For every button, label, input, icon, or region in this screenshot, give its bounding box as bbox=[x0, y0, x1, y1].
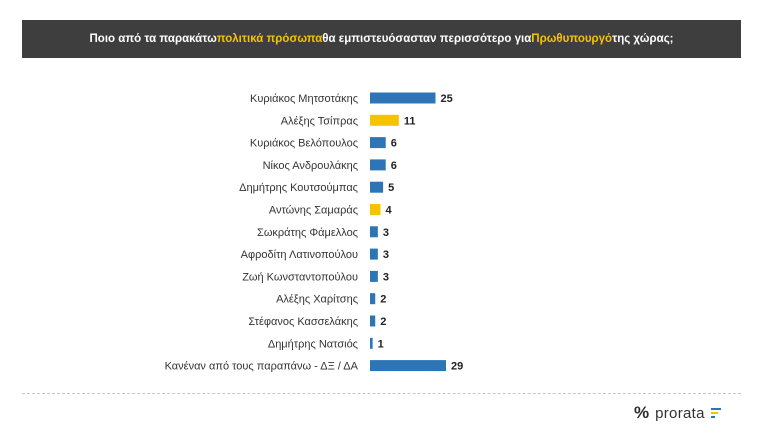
bar bbox=[370, 137, 386, 149]
category-label: Δημήτρης Νατσιός bbox=[268, 338, 358, 350]
category-label: Νίκος Ανδρουλάκης bbox=[263, 160, 358, 172]
percent-logo-icon: % bbox=[634, 403, 650, 422]
title-highlight-politicians: πολιτικά πρόσωπα bbox=[216, 33, 323, 45]
bar bbox=[370, 181, 384, 193]
category-label: Ζωή Κωνσταντοπούλου bbox=[242, 271, 358, 283]
category-label: Αλέξης Τσίπρας bbox=[281, 115, 358, 127]
data-label: 3 bbox=[383, 271, 389, 283]
bar bbox=[370, 248, 378, 260]
bars-logo-icon bbox=[710, 407, 723, 419]
prorata-logo: % prorata bbox=[634, 402, 723, 424]
category-label: Κυριάκος Βελόπουλος bbox=[250, 138, 358, 150]
category-label: Αλέξης Χαρίτσης bbox=[276, 294, 358, 306]
data-label: 6 bbox=[391, 138, 397, 150]
category-label: Κανέναν από τους παραπάνω - ΔΞ / ΔΑ bbox=[165, 361, 359, 373]
data-label: 4 bbox=[385, 205, 392, 217]
data-label: 2 bbox=[380, 316, 386, 328]
bar bbox=[370, 315, 376, 327]
chart-title-bar: Ποιο από τα παρακάτω πολιτικά πρόσωπα θα… bbox=[22, 20, 741, 58]
data-label: 1 bbox=[378, 338, 384, 350]
data-label: 5 bbox=[388, 182, 394, 194]
title-text-2: θα εμπιστευόσασταν περισσότερο για bbox=[322, 33, 532, 45]
bar bbox=[370, 270, 378, 282]
bar bbox=[370, 204, 381, 215]
data-label: 25 bbox=[441, 93, 453, 105]
bar bbox=[370, 114, 399, 126]
category-label: Δημήτρης Κουτσούμπας bbox=[239, 182, 358, 194]
bar bbox=[370, 360, 446, 372]
bar bbox=[370, 226, 378, 238]
bar bbox=[370, 159, 386, 171]
brand-name: prorata bbox=[655, 404, 705, 422]
bar bbox=[370, 92, 436, 104]
title-highlight-pm: Πρωθυπουργό bbox=[531, 33, 613, 45]
category-label: Αντώνης Σαμαράς bbox=[269, 205, 358, 217]
bar bbox=[370, 293, 376, 305]
category-label: Κυριάκος Μητσοτάκης bbox=[250, 93, 358, 105]
data-label: 3 bbox=[383, 249, 389, 261]
category-labels: Κυριάκος Μητσοτάκης Αλέξης Τσίπρας Κυριάκο… bbox=[165, 93, 359, 373]
title-text-1: Ποιο από τα παρακάτω bbox=[89, 33, 217, 45]
data-label: 6 bbox=[391, 160, 397, 172]
data-label: 11 bbox=[404, 115, 416, 127]
data-label: 29 bbox=[451, 361, 463, 373]
data-label: 3 bbox=[383, 227, 389, 239]
footer-divider bbox=[22, 393, 741, 394]
category-label: Αφροδίτη Λατινοπούλου bbox=[241, 249, 358, 261]
data-label: 2 bbox=[380, 294, 386, 306]
title-text-3: της χώρας; bbox=[612, 33, 674, 45]
bars bbox=[370, 92, 446, 372]
category-label: Σωκράτης Φάμελλος bbox=[257, 227, 358, 239]
bar bbox=[370, 337, 373, 349]
category-label: Στέφανος Κασσελάκης bbox=[248, 316, 358, 328]
value-labels: 25 11 6 6 5 4 3 3 3 2 2 1 29 bbox=[378, 93, 464, 373]
